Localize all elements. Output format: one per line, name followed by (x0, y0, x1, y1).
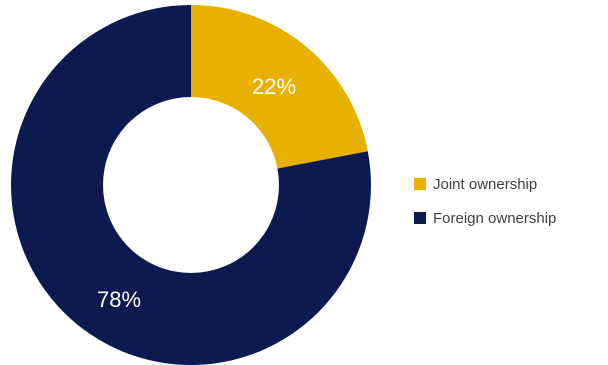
legend-swatch-joint-ownership (414, 178, 426, 190)
data-label-foreign-ownership: 78% (97, 287, 141, 312)
data-label-joint-ownership: 22% (252, 74, 296, 99)
legend-item-joint-ownership: Joint ownership (414, 174, 606, 194)
legend-label-joint-ownership: Joint ownership (433, 175, 538, 193)
legend: Joint ownership Foreign ownership (414, 174, 606, 242)
legend-item-foreign-ownership: Foreign ownership (414, 208, 606, 228)
legend-label-foreign-ownership: Foreign ownership (433, 209, 557, 227)
donut-hole (103, 97, 279, 273)
legend-swatch-foreign-ownership (414, 212, 426, 224)
